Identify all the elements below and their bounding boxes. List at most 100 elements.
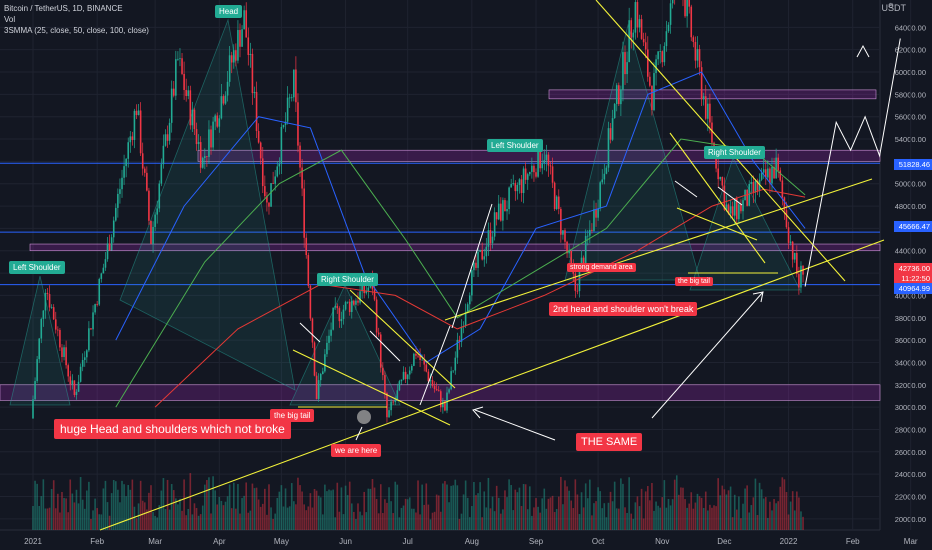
volume-bar: [535, 498, 537, 530]
candle-body: [274, 176, 276, 184]
volume-bar: [249, 510, 252, 530]
volume-bar: [796, 491, 798, 530]
candle-body: [719, 176, 722, 180]
x-tick-label: May: [274, 537, 289, 546]
volume-bar: [667, 498, 670, 530]
candle-body: [500, 203, 502, 221]
x-tick-label: Feb: [846, 537, 860, 546]
candle-body: [733, 198, 736, 216]
volume-bar: [508, 479, 510, 530]
volume-bar: [183, 479, 185, 530]
candle-body: [506, 209, 508, 212]
upper-uptrend-line: [444, 178, 873, 321]
candle-body: [557, 196, 560, 209]
volume-bar: [516, 492, 519, 530]
candle-body: [740, 204, 742, 212]
candle-body: [297, 102, 299, 146]
volume-bar: [353, 511, 355, 530]
candle-body: [336, 305, 339, 309]
volume-bar: [384, 499, 386, 530]
volume-bar: [131, 479, 134, 530]
volume-bar: [361, 515, 363, 530]
volume-bar: [740, 518, 742, 530]
candle-body: [315, 375, 318, 399]
volume-bar: [615, 508, 618, 530]
candle-body: [514, 183, 517, 192]
volume-bar: [564, 480, 566, 530]
volume-bar: [59, 512, 61, 530]
volume-bar: [694, 502, 697, 530]
candle-body: [760, 172, 763, 180]
volume-bar: [274, 513, 276, 530]
volume-bar: [392, 513, 394, 530]
volume-bar: [206, 480, 208, 530]
volume-bar: [65, 498, 67, 530]
volume-bar: [253, 488, 256, 530]
candle-body: [497, 203, 500, 220]
candle-body: [73, 380, 76, 396]
candle-body: [419, 355, 421, 360]
candle-body: [609, 128, 612, 140]
volume-bar: [162, 478, 165, 530]
volume-bar: [168, 509, 171, 530]
volume-bar: [278, 491, 281, 530]
big-tail-label-1: the big tail: [270, 409, 315, 422]
candle-body: [752, 182, 755, 193]
volume-bar: [334, 517, 337, 530]
candle-body: [102, 267, 105, 274]
candle-body: [533, 165, 535, 173]
volume-bar: [731, 517, 734, 530]
volume-bar: [34, 480, 36, 530]
candle-body: [502, 200, 504, 221]
volume-bar: [545, 508, 548, 530]
volume-bar: [94, 498, 96, 530]
volume-bar: [92, 510, 94, 530]
candle-body: [725, 204, 728, 210]
volume-bar: [67, 512, 69, 530]
volume-bar: [415, 512, 417, 530]
volume-bar: [57, 493, 59, 530]
volume-bar: [197, 515, 200, 530]
candle-body: [483, 256, 486, 260]
candle-body: [239, 30, 241, 47]
volume-bar: [609, 491, 612, 530]
candle-body: [547, 154, 550, 166]
volume-bar: [83, 508, 86, 530]
candle-body: [698, 49, 701, 68]
candle-body: [707, 103, 709, 119]
candle-body: [220, 96, 223, 119]
volume-bar: [146, 509, 148, 530]
candle-body: [605, 167, 608, 174]
candle-body: [535, 172, 537, 177]
candle-body: [232, 50, 235, 63]
volume-bar: [711, 507, 713, 530]
candle-body: [493, 212, 496, 237]
volume-bar: [686, 507, 688, 530]
candle-body: [334, 305, 337, 308]
volume-bar: [359, 511, 361, 530]
volume-bar: [164, 509, 167, 530]
volume-bar: [210, 513, 212, 530]
volume-bar: [282, 506, 285, 530]
volume-bar: [431, 512, 434, 530]
currency-label[interactable]: USDT: [881, 3, 907, 13]
volume-bar: [752, 497, 755, 530]
volume-label: Vol: [4, 15, 16, 24]
candle-body: [324, 354, 326, 372]
volume-bar: [54, 508, 57, 530]
candle-body: [777, 157, 779, 171]
candle-body: [584, 235, 587, 266]
volume-bar: [487, 477, 490, 530]
candle-body: [261, 158, 264, 187]
candle-body: [396, 390, 399, 400]
candle-body: [224, 95, 227, 104]
volume-bar: [115, 481, 117, 530]
settings-icon[interactable]: ⚙: [887, 3, 894, 10]
candle-body: [700, 67, 703, 100]
candle-body: [243, 10, 245, 30]
level-badge-45666: 45666.47: [894, 221, 932, 232]
strong-demand-label: strong demand area: [567, 263, 636, 272]
candle-body: [686, 0, 688, 17]
volume-bar: [36, 483, 38, 530]
